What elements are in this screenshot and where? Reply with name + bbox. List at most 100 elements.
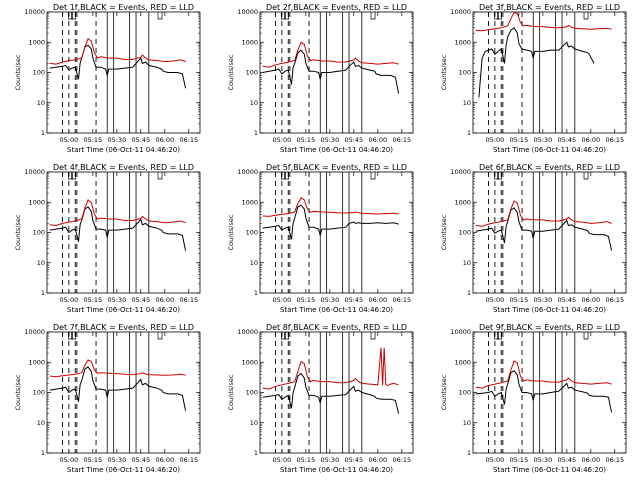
y-tick-label: 1 bbox=[254, 449, 258, 457]
events-series-line bbox=[49, 366, 187, 411]
y-tick-label: 10000 bbox=[24, 328, 45, 336]
x-tick-label: 05:30 bbox=[107, 136, 126, 144]
x-axis-label: Start Time (06-Oct-11 04:46:20) bbox=[280, 306, 393, 314]
y-tick-label: 10 bbox=[250, 259, 258, 267]
x-tick-label: 06:00 bbox=[155, 296, 174, 304]
y-tick-label: 1 bbox=[254, 289, 258, 297]
x-tick-label: 05:00 bbox=[272, 296, 291, 304]
y-tick-label: 100 bbox=[33, 69, 45, 77]
y-tick-label: 10 bbox=[250, 99, 258, 107]
interval-mark bbox=[494, 172, 499, 180]
x-tick-label: 06:15 bbox=[392, 456, 411, 464]
panel-title: Det 1f,BLACK = Events, RED = LLD bbox=[53, 3, 194, 12]
y-tick-label: 1 bbox=[467, 289, 471, 297]
y-axis-label: Counts/sec bbox=[440, 214, 448, 250]
y-tick-label: 10000 bbox=[237, 8, 258, 16]
y-tick-label: 10000 bbox=[450, 328, 471, 336]
x-tick-label: 05:15 bbox=[83, 456, 102, 464]
y-tick-label: 10 bbox=[250, 419, 258, 427]
lld-series-line bbox=[49, 199, 186, 227]
plot-frame bbox=[259, 331, 414, 454]
x-tick-label: 05:15 bbox=[509, 296, 528, 304]
plot-frame bbox=[259, 171, 414, 294]
interval-mark bbox=[68, 332, 73, 340]
y-tick-label: 100 bbox=[459, 389, 471, 397]
x-tick-label: 05:45 bbox=[344, 456, 363, 464]
interval-mark bbox=[494, 332, 499, 340]
y-tick-label: 100 bbox=[246, 229, 258, 237]
y-tick-label: 1000 bbox=[28, 38, 45, 46]
x-tick-label: 05:45 bbox=[344, 136, 363, 144]
detector-panel-4: Det 4f,BLACK = Events, RED = LLD 1 10 100 10… bbox=[14, 163, 201, 314]
interval-mark bbox=[370, 12, 376, 20]
interval-mark bbox=[494, 12, 499, 20]
x-tick-label: 06:15 bbox=[605, 296, 624, 304]
y-tick-label: 10000 bbox=[24, 168, 45, 176]
x-axis-label: Start Time (06-Oct-11 04:46:20) bbox=[67, 466, 180, 474]
x-tick-label: 05:45 bbox=[344, 296, 363, 304]
plot-frame bbox=[46, 171, 201, 294]
x-tick-label: 06:00 bbox=[368, 456, 387, 464]
y-tick-label: 1000 bbox=[241, 198, 258, 206]
events-series-line bbox=[49, 206, 187, 251]
y-tick-label: 1000 bbox=[454, 358, 471, 366]
y-tick-label: 10000 bbox=[24, 8, 45, 16]
lld-series-line bbox=[49, 359, 186, 378]
x-tick-label: 05:15 bbox=[296, 296, 315, 304]
y-tick-label: 1 bbox=[41, 449, 45, 457]
interval-mark bbox=[583, 332, 589, 340]
interval-mark bbox=[370, 172, 376, 180]
lld-series-line bbox=[475, 12, 612, 32]
x-tick-label: 06:00 bbox=[368, 136, 387, 144]
y-tick-label: 10 bbox=[37, 419, 45, 427]
x-tick-label: 05:30 bbox=[533, 456, 552, 464]
y-tick-label: 1 bbox=[254, 129, 258, 137]
events-series-line bbox=[262, 204, 399, 240]
y-tick-label: 1000 bbox=[454, 38, 471, 46]
x-tick-label: 05:00 bbox=[59, 296, 78, 304]
panel-title: Det 2f,BLACK = Events, RED = LLD bbox=[266, 3, 407, 12]
panel-title: Det 4f,BLACK = Events, RED = LLD bbox=[53, 163, 194, 172]
x-tick-label: 06:15 bbox=[605, 456, 624, 464]
lld-series-line bbox=[262, 197, 399, 217]
panel-title: Det 5f,BLACK = Events, RED = LLD bbox=[266, 163, 407, 172]
y-tick-label: 100 bbox=[459, 69, 471, 77]
y-tick-label: 10 bbox=[37, 99, 45, 107]
panel-title: Det 9f,BLACK = Events, RED = LLD bbox=[479, 323, 620, 332]
x-tick-label: 05:30 bbox=[107, 456, 126, 464]
interval-mark bbox=[583, 12, 589, 20]
x-tick-label: 05:30 bbox=[320, 456, 339, 464]
x-tick-label: 05:45 bbox=[131, 136, 150, 144]
y-tick-label: 100 bbox=[33, 229, 45, 237]
x-tick-label: 05:15 bbox=[296, 136, 315, 144]
detector-panel-9: Det 9f,BLACK = Events, RED = LLD 1 10 100 10… bbox=[440, 323, 627, 474]
y-tick-label: 1000 bbox=[28, 198, 45, 206]
interval-mark bbox=[281, 172, 286, 180]
lld-series-line bbox=[475, 360, 612, 389]
y-tick-label: 100 bbox=[459, 229, 471, 237]
x-tick-label: 06:15 bbox=[392, 136, 411, 144]
x-tick-label: 05:15 bbox=[509, 136, 528, 144]
events-series-line bbox=[475, 207, 613, 251]
detector-panel-2: Det 2f,BLACK = Events, RED = LLD 1 10 100 10… bbox=[227, 3, 414, 154]
interval-mark bbox=[284, 172, 290, 180]
x-tick-label: 05:00 bbox=[59, 456, 78, 464]
detector-panel-8: Det 8f,BLACK = Events, RED = LLD 1 10 100 10… bbox=[227, 323, 414, 474]
interval-mark bbox=[284, 332, 290, 340]
interval-mark bbox=[71, 12, 77, 20]
events-series-line bbox=[262, 372, 400, 414]
y-tick-label: 10000 bbox=[237, 168, 258, 176]
detector-panel-7: Det 7f,BLACK = Events, RED = LLD 1 10 100 10… bbox=[14, 323, 201, 474]
detector-panel-5: Det 5f,BLACK = Events, RED = LLD 1 10 100 10… bbox=[227, 163, 414, 314]
y-axis-label: Counts/sec bbox=[440, 374, 448, 410]
y-tick-label: 1000 bbox=[28, 358, 45, 366]
y-tick-label: 10000 bbox=[450, 8, 471, 16]
lld-series-line bbox=[262, 347, 399, 390]
interval-mark bbox=[497, 172, 503, 180]
interval-mark bbox=[68, 12, 73, 20]
x-tick-label: 06:00 bbox=[581, 136, 600, 144]
y-tick-label: 10000 bbox=[237, 328, 258, 336]
x-tick-label: 05:00 bbox=[485, 296, 504, 304]
detector-panel-3: Det 3f,BLACK = Events, RED = LLD 1 10 100 10… bbox=[440, 3, 627, 154]
